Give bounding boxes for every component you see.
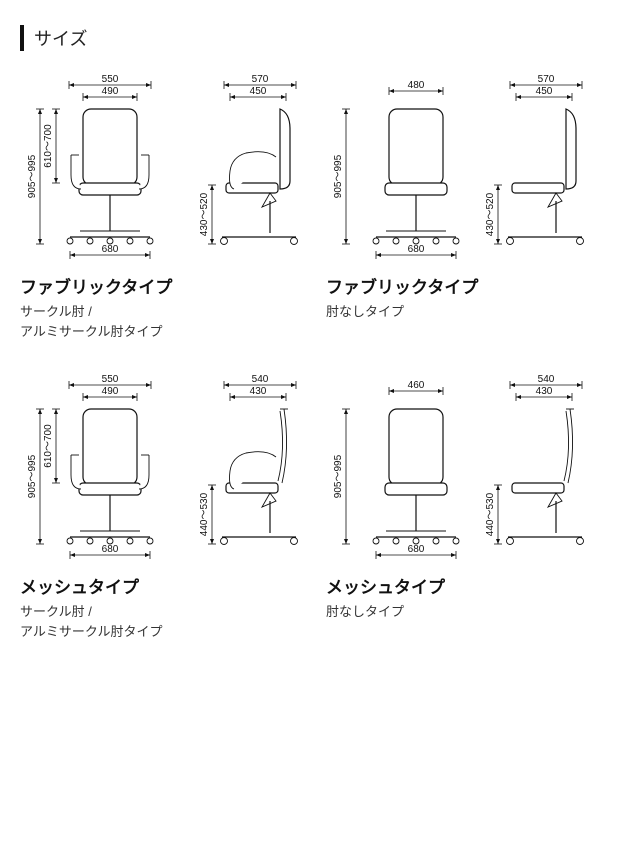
type-title: ファブリックタイプ (326, 273, 620, 298)
svg-text:680: 680 (408, 544, 425, 555)
svg-text:490: 490 (102, 386, 119, 397)
svg-text:905～995: 905～995 (333, 454, 344, 498)
chair-front-diagram: 460 680 905～995 (326, 371, 476, 561)
section-title: サイズ (20, 25, 630, 51)
svg-text:430～520: 430～520 (485, 192, 496, 236)
svg-text:610～700: 610～700 (43, 124, 54, 168)
diagram-cell: 550490 680 905～995 610～700 570450 430～520 ファブリ… (20, 71, 316, 341)
svg-text:550: 550 (102, 374, 119, 385)
svg-text:430: 430 (250, 386, 267, 397)
type-subtitle: サークル肘 /アルミサークル肘タイプ (20, 302, 316, 341)
svg-text:540: 540 (538, 374, 555, 385)
diagram-grid: 550490680905～995610～700570450430～520ファブリ… (10, 71, 630, 641)
diagram-cell: 550490 680 905～995 610～700 540430 440～530 メッシュ… (20, 371, 316, 641)
svg-text:905～995: 905～995 (27, 454, 38, 498)
svg-text:680: 680 (408, 244, 425, 255)
svg-text:540: 540 (252, 374, 269, 385)
chair-side-diagram: 570450 430～520 (196, 71, 316, 261)
chair-side-diagram: 570450 430～520 (482, 71, 602, 261)
svg-text:570: 570 (252, 74, 269, 85)
type-title: ファブリックタイプ (20, 273, 316, 298)
diagram-cell: 460 680 905～995 540430 440～530 メッシュタイプ肘なしタイプ (326, 371, 620, 641)
svg-text:430: 430 (536, 386, 553, 397)
svg-text:610～700: 610～700 (43, 424, 54, 468)
chair-front-diagram: 480 680 905～995 (326, 71, 476, 261)
svg-text:450: 450 (250, 86, 267, 97)
svg-text:440～530: 440～530 (485, 492, 496, 536)
chair-side-diagram: 540430 440～530 (482, 371, 602, 561)
svg-text:550: 550 (102, 74, 119, 85)
svg-text:905～995: 905～995 (27, 154, 38, 198)
chair-front-diagram: 550490 680 905～995 610～700 (20, 371, 190, 561)
svg-text:440～530: 440～530 (199, 492, 210, 536)
svg-text:490: 490 (102, 86, 119, 97)
chair-side-diagram: 540430 440～530 (196, 371, 316, 561)
type-subtitle: 肘なしタイプ (326, 302, 620, 322)
svg-text:450: 450 (536, 86, 553, 97)
diagram-cell: 480 680 905～995 570450 430～520 ファブリックタイプ肘なしタイ… (326, 71, 620, 341)
svg-text:460: 460 (408, 380, 425, 391)
type-title: メッシュタイプ (326, 573, 620, 598)
svg-text:905～995: 905～995 (333, 154, 344, 198)
svg-text:430～520: 430～520 (199, 192, 210, 236)
type-subtitle: 肘なしタイプ (326, 602, 620, 622)
type-title: メッシュタイプ (20, 573, 316, 598)
svg-text:480: 480 (408, 80, 425, 91)
svg-text:680: 680 (102, 544, 119, 555)
type-subtitle: サークル肘 /アルミサークル肘タイプ (20, 602, 316, 641)
svg-text:680: 680 (102, 244, 119, 255)
svg-text:570: 570 (538, 74, 555, 85)
chair-front-diagram: 550490 680 905～995 610～700 (20, 71, 190, 261)
